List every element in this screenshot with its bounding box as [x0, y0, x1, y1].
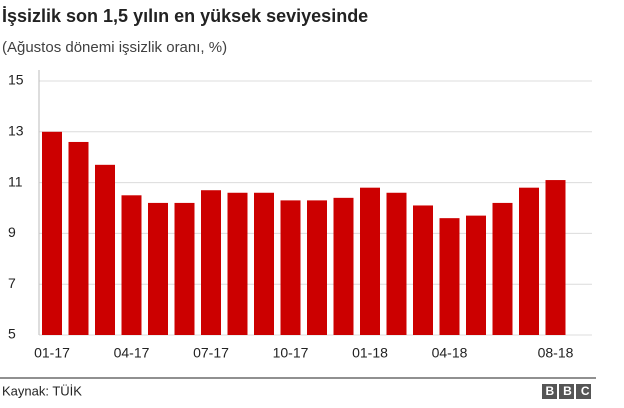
bar: [280, 200, 301, 335]
bar: [121, 195, 142, 335]
bar: [386, 192, 407, 335]
y-tick-label: 9: [8, 224, 16, 240]
logo-text: BBC: [546, 384, 599, 398]
bar: [148, 202, 168, 335]
y-tick-label: 15: [8, 72, 24, 88]
logo: BBC: [542, 384, 599, 399]
y-tick-label: 11: [8, 173, 23, 189]
x-tick-label: 04-17: [114, 345, 150, 361]
bar: [95, 164, 115, 335]
bar: [439, 218, 460, 335]
y-tick-label: 7: [8, 275, 16, 291]
x-tick-label: 01-17: [34, 345, 70, 361]
x-tick-label: 07-17: [193, 345, 229, 361]
y-tick-label: 13: [8, 123, 24, 139]
bar: [413, 205, 433, 335]
bar: [174, 202, 195, 335]
x-tick-label: 10-17: [273, 345, 309, 361]
x-tick-label: 08-18: [538, 345, 574, 361]
source: Kaynak: TÜİK: [2, 383, 82, 398]
bar: [333, 197, 354, 335]
y-tick-label: 5: [8, 326, 16, 342]
chart-subtitle: (Ağustos dönemi işsizlik oranı, %): [2, 39, 227, 56]
x-tick-label: 01-18: [352, 345, 388, 361]
chart-title: İşsizlik son 1,5 yılın en yüksek seviyes…: [2, 6, 368, 26]
bar: [492, 202, 513, 335]
bar: [42, 131, 62, 335]
bar: [201, 190, 221, 335]
bar: [519, 187, 539, 335]
bar: [254, 192, 274, 335]
bar: [68, 141, 89, 335]
x-tick-label: 04-18: [432, 345, 468, 361]
bar: [466, 215, 486, 335]
bar: [227, 192, 248, 335]
bar: [545, 180, 566, 335]
bar: [307, 200, 327, 335]
bar: [360, 187, 380, 335]
